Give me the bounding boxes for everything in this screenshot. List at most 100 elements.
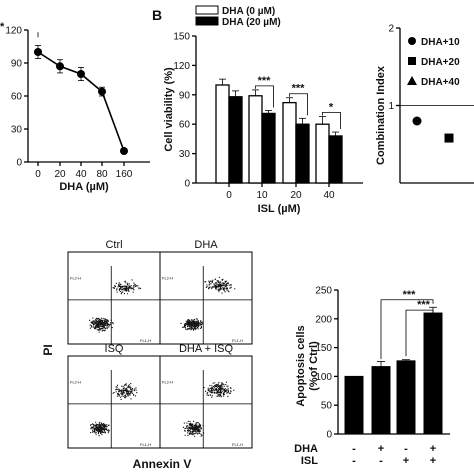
legend-marker-square	[408, 57, 416, 65]
treatment-mark: -	[352, 443, 356, 455]
y-axis-label: Cell viability (%)	[163, 67, 175, 152]
x-tick-label: 0	[35, 169, 41, 180]
legend-label: DHA+20	[421, 57, 460, 68]
channel-x-label: FL1-H	[232, 338, 243, 343]
y-tick-label: 60	[179, 120, 191, 131]
event-dots	[89, 279, 142, 333]
data-point	[56, 62, 64, 71]
y-tick-label: 150	[173, 32, 190, 43]
flow-panel: ISQ FL2-H FL1-H	[67, 343, 161, 449]
x-tick-label: 0	[226, 190, 232, 201]
event-dots	[183, 381, 235, 437]
x-tick-label: 160	[116, 169, 133, 180]
legend-label: DHA+10	[421, 37, 460, 48]
y-tick-label: 0	[184, 179, 190, 190]
channel-x-label: FL1-H	[232, 442, 243, 447]
bar	[295, 123, 310, 184]
y-tick-label: 60	[11, 92, 23, 103]
y-axis-label-line: Apoptosis cells	[295, 325, 307, 406]
flow-frame	[159, 251, 253, 345]
treatment-mark: -	[379, 455, 383, 467]
data-point	[120, 147, 128, 155]
flow-frame	[67, 355, 161, 449]
channel-y-label: FL2-H	[162, 380, 173, 385]
bar	[248, 95, 263, 184]
x-tick-label: 20	[290, 190, 302, 201]
event-dots	[180, 276, 236, 331]
flow-panel: Ctrl FL2-H FL1-H	[67, 239, 161, 345]
data-point	[444, 133, 454, 143]
x-axis-label: DHA (µM)	[59, 181, 109, 193]
significance-label: ***	[258, 75, 272, 87]
flow-panel: DHA FL2-H FL1-H	[159, 239, 253, 345]
x-tick-label: 20	[54, 169, 66, 180]
y-tick-label: 0	[326, 430, 332, 441]
x-tick-label: 40	[75, 169, 87, 180]
data-point	[77, 70, 85, 78]
legend-marker-triangle	[407, 76, 417, 85]
x-tick-label: 80	[96, 169, 108, 180]
y-tick-label: 0	[16, 158, 22, 169]
channel-x-label: FL1-H	[140, 442, 151, 447]
treatment-mark: +	[378, 443, 384, 455]
significance-label: *	[329, 101, 334, 113]
bar	[396, 360, 416, 435]
y-tick-label: 100	[315, 372, 332, 383]
bar	[282, 101, 297, 184]
treatment-mark: -	[404, 443, 408, 455]
event-dots	[90, 383, 138, 437]
treatment-row-label: DHA	[294, 443, 318, 455]
significance-label: ***	[417, 299, 431, 311]
channel-x-label: FL1-H	[140, 338, 151, 343]
treatment-mark: +	[403, 455, 409, 467]
flow-panel-title: DHA	[194, 239, 218, 251]
y-tick-label: 120	[5, 26, 22, 37]
channel-y-label: FL2-H	[70, 276, 81, 281]
bar	[423, 312, 443, 435]
treatment-mark: +	[430, 455, 436, 467]
series-line	[37, 51, 125, 152]
x-tick-label: 10	[256, 190, 268, 201]
y-tick-label: 120	[173, 61, 190, 72]
flow-frame	[159, 355, 253, 449]
legend-swatch	[195, 16, 219, 26]
x-axis-label: Annexin V	[133, 457, 192, 471]
channel-y-label: FL2-H	[162, 276, 173, 281]
significance-label: ***	[292, 83, 306, 95]
flow-frame	[67, 251, 161, 345]
bar	[328, 135, 343, 184]
y-tick-label: 150	[315, 343, 332, 354]
y-tick-label: 1	[388, 101, 394, 112]
bar	[228, 96, 243, 184]
flow-panel-title: ISQ	[105, 343, 124, 355]
y-axis-label-line: (%of Ctrl)	[308, 341, 320, 391]
treatment-mark: -	[352, 455, 356, 467]
significance-label: ***	[403, 289, 417, 301]
flow-cytometry-panels: Ctrl FL2-H FL1-H DHA FL2-H FL1-H ISQ FL2-H FL1-H…	[41, 239, 253, 471]
significance-bracket	[289, 93, 308, 116]
y-tick-label: 2	[388, 24, 394, 35]
y-tick-label: 30	[179, 149, 191, 160]
x-axis-label: ISL (µM)	[258, 203, 301, 215]
legend-label: DHA (0 µM)	[222, 6, 275, 17]
y-axis-label: Apoptosis cells(%of Ctrl)	[295, 325, 320, 406]
y-tick-label: 250	[315, 286, 332, 297]
bar	[344, 375, 364, 435]
y-axis-label: PI	[41, 344, 55, 355]
panel-label-b: B	[152, 7, 162, 23]
combination-index-chart: 1 2 DHA+10 DHA+20 DHA+40 Combination Index	[375, 24, 474, 184]
data-point	[98, 87, 106, 96]
y-tick-label: 90	[179, 90, 191, 101]
significance-bracket	[255, 85, 274, 108]
legend-label: DHA+40	[421, 77, 460, 88]
y-tick-label: 90	[11, 59, 23, 70]
significance-bracket	[380, 299, 434, 360]
significance-label: **	[0, 21, 5, 33]
channel-y-label: FL2-H	[70, 380, 81, 385]
bar	[315, 123, 330, 184]
flow-panel-title: Ctrl	[105, 239, 122, 251]
y-tick-label: 50	[321, 401, 333, 412]
bar	[371, 366, 391, 435]
treatment-mark: +	[430, 443, 436, 455]
bar	[215, 84, 230, 184]
